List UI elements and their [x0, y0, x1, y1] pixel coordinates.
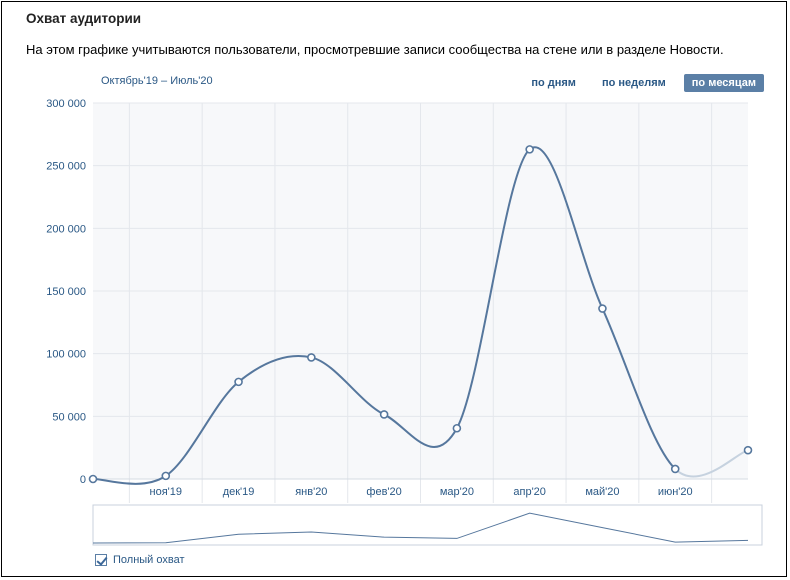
data-point — [307, 353, 316, 362]
x-tick-label: июн'20 — [658, 486, 693, 498]
tab-by-months[interactable]: по месяцам — [683, 74, 764, 92]
widget-description: На этом графике учитываются пользователи… — [26, 42, 724, 57]
y-tick-label: 50 000 — [52, 411, 86, 423]
data-point — [234, 377, 243, 387]
x-tick-label: мар'20 — [440, 486, 474, 498]
period-selector[interactable]: Октябрь'19 – Июль'20 — [101, 75, 213, 87]
tab-by-weeks[interactable]: по неделям — [601, 77, 666, 89]
x-tick-label: янв'20 — [295, 486, 327, 498]
x-tick-label: май'20 — [585, 486, 619, 498]
data-point — [161, 471, 171, 481]
y-tick-label: 0 — [80, 474, 86, 486]
data-point — [379, 410, 389, 419]
y-tick-label: 150 000 — [46, 286, 86, 298]
data-point — [88, 474, 98, 484]
legend-checkbox[interactable] — [95, 554, 107, 566]
data-point — [598, 304, 607, 313]
legend-label: Полный охват — [113, 554, 185, 566]
series-line-partial — [674, 449, 749, 478]
x-tick-label: апр'20 — [513, 486, 546, 498]
series-line — [92, 146, 676, 485]
navigator-line — [92, 512, 749, 544]
y-tick-label: 300 000 — [46, 98, 86, 110]
tab-by-days[interactable]: по дням — [531, 77, 576, 89]
y-tick-label: 200 000 — [46, 223, 86, 235]
data-point — [525, 145, 534, 154]
x-tick-label: фев'20 — [366, 486, 401, 498]
widget-title: Охват аудитории — [26, 11, 142, 26]
data-point — [452, 423, 462, 433]
data-point — [670, 464, 680, 474]
y-tick-label: 100 000 — [46, 349, 86, 361]
legend-full-reach[interactable]: Полный охват — [95, 554, 185, 566]
granularity-tabs: по дням по неделям по месяцам — [523, 74, 764, 92]
data-point — [743, 445, 753, 455]
x-tick-label: ноя'19 — [150, 486, 182, 498]
x-tick-label: дек'19 — [223, 486, 255, 498]
y-tick-label: 250 000 — [46, 161, 86, 173]
